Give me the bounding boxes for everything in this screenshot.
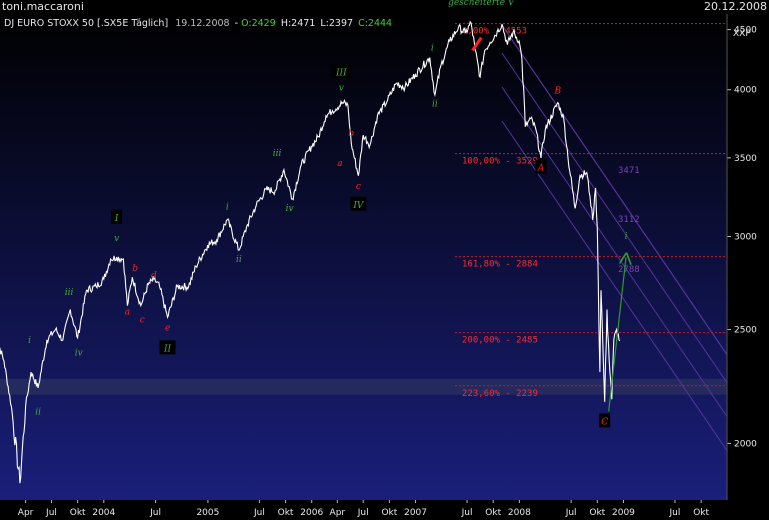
wave-label: iv [286, 204, 294, 214]
wave-label: a [125, 307, 130, 317]
wave-label: v [339, 84, 344, 94]
y-tick-label: 4000 [734, 86, 757, 96]
wave-box [599, 413, 611, 428]
wave-label: iii [65, 288, 74, 298]
x-tick-label: Okt [278, 508, 294, 518]
high-value: H:2471 [281, 18, 316, 29]
channel-line [501, 120, 728, 451]
wave-label: b [132, 264, 138, 274]
x-tick-label: Okt [589, 508, 605, 518]
x-tick-label: Jul [45, 508, 57, 518]
y-tick-label: 2000 [734, 439, 757, 449]
channel-line [501, 52, 728, 383]
channel-line [501, 24, 728, 355]
fib-level-label: 161,80% - 2884 [462, 260, 538, 270]
y-axis: 2000 2500 3000 3500 4000 4500 [726, 14, 757, 500]
wave-label: IV [352, 201, 365, 211]
y-tick-label: 4500 [734, 26, 757, 36]
wave-label: b [348, 129, 354, 139]
x-tick-label: Jul [253, 508, 265, 518]
x-tick-label: 2004 [92, 508, 115, 518]
x-tick-label: Okt [381, 508, 397, 518]
grid [0, 378, 727, 395]
wave-label: I [114, 214, 119, 224]
x-tick-label: Okt [485, 508, 501, 518]
trend-channels: 3471 3112 2788 [501, 24, 728, 451]
bar-date: 19.12.2008 [175, 18, 229, 29]
wave-label: i [625, 232, 628, 242]
projection-arrow [608, 257, 626, 412]
wave-label: i [431, 43, 434, 53]
x-tick-label: 2005 [196, 508, 219, 518]
channel-label: 3112 [618, 215, 640, 225]
y-tick-label: 3000 [734, 233, 757, 243]
wave-label: d [151, 271, 157, 281]
wave-label: II [163, 344, 172, 354]
wave-label: c [140, 315, 145, 325]
channel-line [501, 86, 728, 417]
symbol-label: DJ EURO STOXX 50 [.SX5E Täglich] [4, 18, 168, 29]
x-tick-label: 2008 [508, 508, 531, 518]
wave-label: C [601, 417, 608, 427]
wave-label: v [114, 234, 119, 244]
wave-label: ii [236, 255, 242, 265]
top-highlight [471, 36, 483, 52]
snapshot-date: 20.12.2008 [704, 0, 767, 13]
x-tick-label: Jul [357, 508, 369, 518]
x-tick-label: 2007 [404, 508, 427, 518]
fib-level-label: 223,60% - 2239 [462, 389, 538, 399]
channel-label: 3471 [618, 166, 640, 176]
wave-box [111, 209, 123, 224]
wave-label: III [335, 69, 347, 79]
fibonacci-levels: 0,00% - 4553 100,00% - 3529 161,80% - 2884… [455, 23, 727, 399]
wave-label: i [28, 336, 31, 346]
x-tick-label: Jul [461, 508, 473, 518]
wave-label: a [337, 159, 342, 169]
close-value: C:2444 [358, 18, 392, 29]
wave-box [330, 64, 352, 79]
x-tick-label: Okt [693, 508, 709, 518]
wave-label: i [226, 202, 229, 212]
wave-label: A [537, 164, 545, 174]
y-tick-label: 2500 [734, 326, 757, 336]
wave-label: c [356, 182, 361, 192]
wave-label: iii [273, 149, 282, 159]
wave-box [159, 340, 176, 355]
x-tick-label: Apr [18, 508, 34, 518]
wave-label: ii [432, 99, 438, 109]
author-name: toni.maccaroni [2, 0, 84, 13]
price-line [0, 20, 621, 484]
low-value: L:2397 [320, 18, 353, 29]
x-tick-label: 2006 [300, 508, 323, 518]
wave-annotations: gescheiterte ViiiiiiivvIabcdeIIiiiiiiivv… [28, 0, 628, 428]
x-axis: Apr Jul Okt 2004 Jul 2005 Jul Okt 2006 Apr Jul Okt 2… [18, 500, 709, 518]
wave-label: ii [35, 408, 41, 418]
price-series [0, 20, 626, 484]
fib-level-label: 0,00% - 4553 [462, 27, 527, 37]
fib-level-label: 100,00% - 3529 [462, 157, 538, 167]
y-axis-panel [727, 14, 769, 500]
x-tick-label: 2009 [612, 508, 635, 518]
x-tick-label: Apr [330, 508, 346, 518]
x-tick-label: Okt [70, 508, 86, 518]
x-tick-label: Jul [565, 508, 577, 518]
open-value: O:2429 [241, 18, 276, 29]
y-tick-label: 3500 [734, 154, 757, 164]
instrument-code: XXP [733, 29, 751, 39]
wave-label: iv [75, 349, 83, 359]
support-band [0, 378, 727, 395]
channel-label: 2788 [618, 265, 640, 275]
wave-box [535, 159, 547, 174]
x-tick-label: Jul [669, 508, 681, 518]
wave-box [350, 196, 367, 211]
top-info-bar: toni.maccaroni 20.12.2008 [0, 0, 769, 14]
x-axis-panel [0, 500, 769, 520]
wave-label: B [553, 86, 561, 96]
chart-header: DJ EURO STOXX 50 [.SX5E Täglich] 19.12.2… [4, 18, 392, 29]
wave-label: gescheiterte V [448, 0, 516, 8]
fib-level-label: 200,00% - 2485 [462, 336, 538, 346]
wave-label: e [165, 324, 170, 334]
x-tick-label: Jul [149, 508, 161, 518]
